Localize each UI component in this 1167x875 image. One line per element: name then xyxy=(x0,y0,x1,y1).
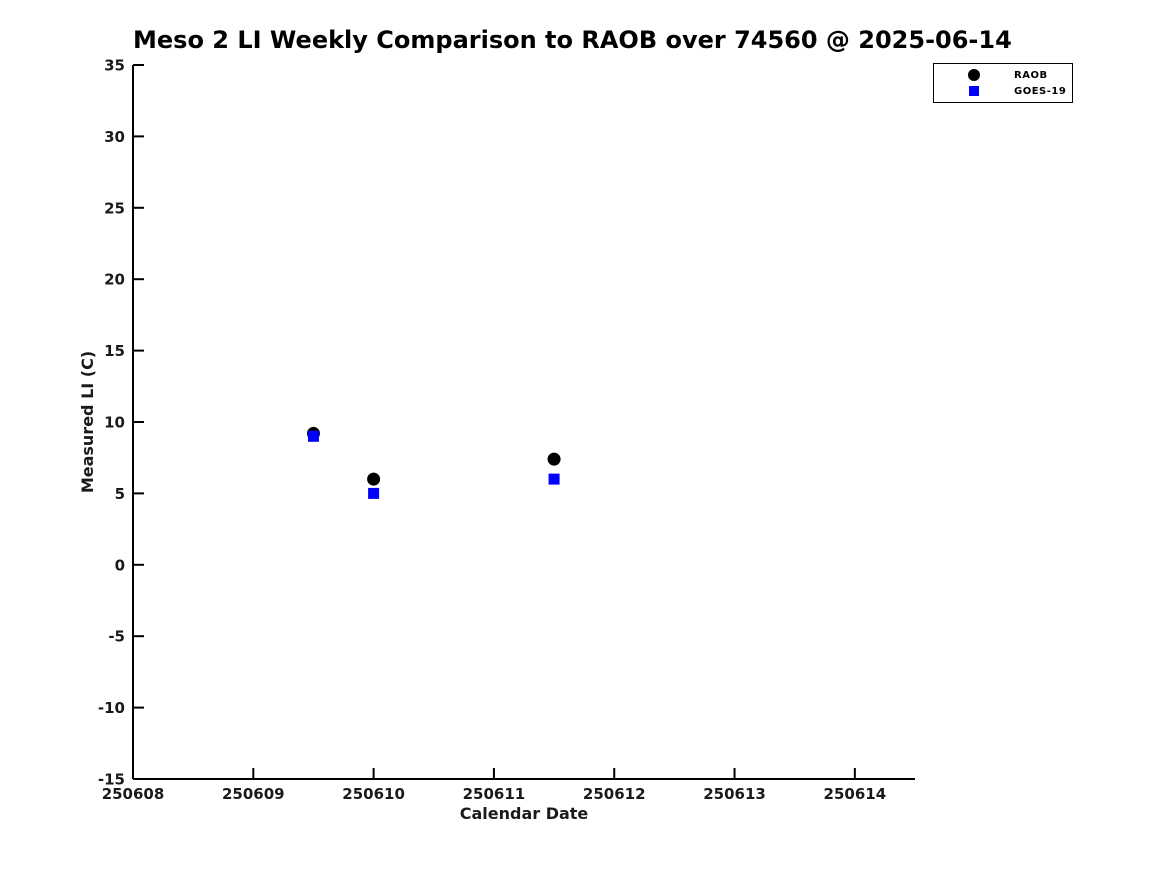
raob-circle-marker-icon xyxy=(968,69,980,81)
y-axis-label: Measured LI (C) xyxy=(78,350,97,494)
y-tick-label: 10 xyxy=(104,414,125,432)
x-tick-label: 250609 xyxy=(222,785,285,803)
y-tick-label: -10 xyxy=(98,699,125,717)
x-tick-label: 250611 xyxy=(463,785,526,803)
y-tick-label: 0 xyxy=(115,556,125,574)
y-tick-label: 15 xyxy=(104,342,125,360)
goes19-square-marker-icon xyxy=(969,86,979,96)
y-tick-label: 5 xyxy=(115,485,125,503)
legend: RAOB GOES-19 xyxy=(933,63,1073,103)
x-tick-label: 250614 xyxy=(824,785,887,803)
x-tick-label: 250612 xyxy=(583,785,646,803)
x-axis-label: Calendar Date xyxy=(459,804,589,823)
chart-title: Meso 2 LI Weekly Comparison to RAOB over… xyxy=(133,26,1012,54)
y-tick-label: 35 xyxy=(104,57,125,75)
legend-item-goes19: GOES-19 xyxy=(934,84,1072,99)
data-point-goes-19 xyxy=(368,487,380,499)
legend-label-raob: RAOB xyxy=(1014,69,1048,81)
data-point-goes-19 xyxy=(307,430,319,442)
y-tick-label: 20 xyxy=(104,271,125,289)
legend-marker-cell xyxy=(934,69,1014,81)
x-tick-label: 250613 xyxy=(703,785,766,803)
legend-label-goes19: GOES-19 xyxy=(1014,85,1067,97)
x-tick-label: 250608 xyxy=(102,785,165,803)
y-tick-label: -5 xyxy=(108,628,125,646)
data-point-raob xyxy=(367,472,381,486)
y-tick-label: 25 xyxy=(104,199,125,217)
legend-marker-cell xyxy=(934,86,1014,96)
data-point-goes-19 xyxy=(548,473,560,485)
x-tick-label: 250610 xyxy=(342,785,405,803)
data-point-raob xyxy=(547,452,561,466)
legend-item-raob: RAOB xyxy=(934,68,1072,83)
y-tick-label: -15 xyxy=(98,771,125,789)
y-tick-label: 30 xyxy=(104,128,125,146)
